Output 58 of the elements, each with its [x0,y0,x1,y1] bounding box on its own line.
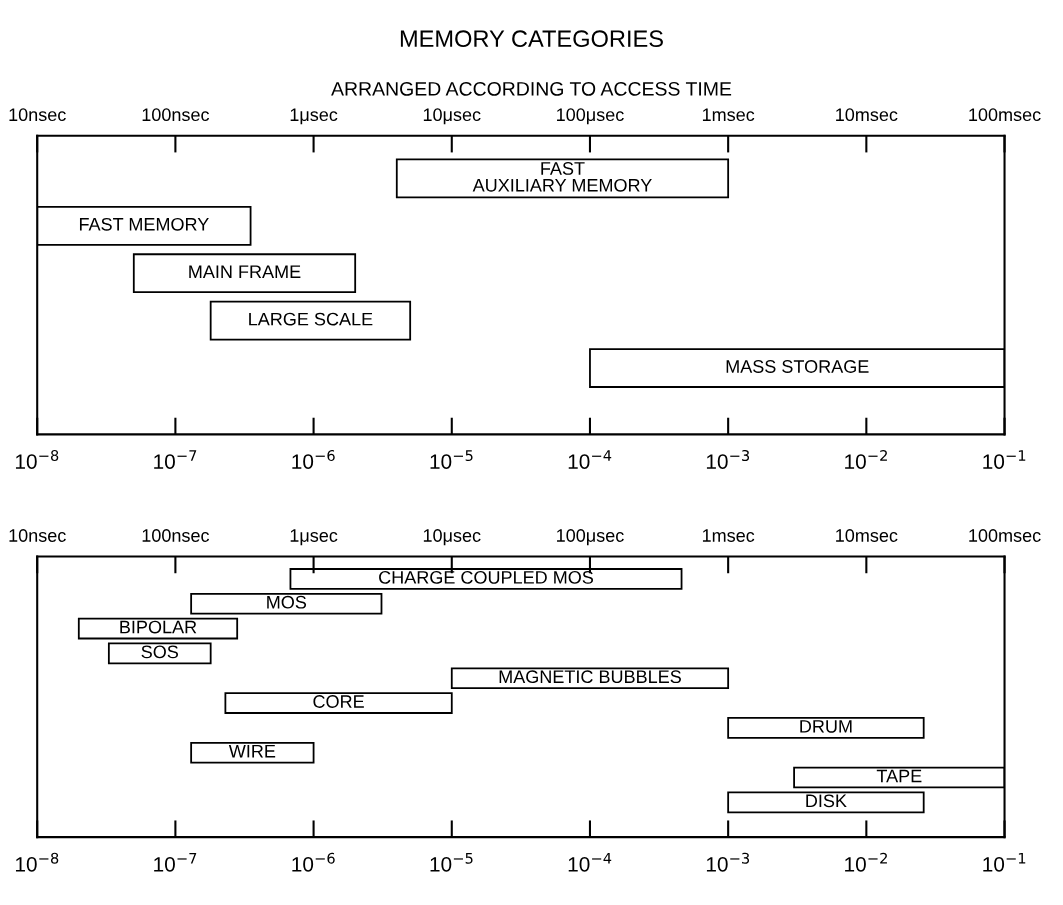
category-label: DRUM [800,720,852,733]
y-tick-label: FAST AUXILIARY MEMORY [472,162,652,192]
category-label: CHARGE COUPLED MOS [379,570,594,584]
x-tick-label: 10$^{−2}$ [845,852,887,872]
bar [395,158,730,199]
y-tick-label: MAIN FRAME [189,265,301,278]
text: 100nsec [142,529,210,542]
text: 1msec [702,108,755,122]
text: 10msec [836,529,898,542]
category-label: WIRE [228,744,276,758]
text: 100μsec [557,108,624,125]
x-tick-label: 10$^{−7}$ [154,450,197,469]
x-tick-label: 10$^{−4}$ [568,852,612,872]
text: 10μsec [423,108,481,125]
x-tick-label: 10$^{−1}$ [983,450,1026,469]
category-label: BIPOLAR [120,620,197,634]
bar [190,741,315,764]
x-tick-label: 10$^{−3}$ [706,449,750,469]
text: 10msec [836,108,898,122]
text: 10nsec [9,529,66,542]
x-tick-label: 10$^{−6}$ [292,449,335,469]
x-tick-label: 10$^{−5}$ [430,450,473,469]
category-label: MAGNETIC BUBBLES [499,670,681,684]
y-tick-label: LARGE SCALE [249,312,373,326]
chart-subtitle: ARRANGED ACCORDING TO ACCESS TIME [331,81,732,96]
y-tick-label: FAST MEMORY [79,217,209,231]
x-tick-label: 10$^{−8}$ [15,449,59,469]
text: 100msec [969,529,1041,542]
category-label: CORE [313,695,364,708]
x-tick-label: 10$^{−5}$ [430,852,473,872]
category-label: TAPE [876,769,922,783]
bar [727,791,925,814]
text: 100msec [969,108,1041,122]
x-tick-label: 10$^{−4}$ [568,450,612,469]
category-label: DISK [806,794,847,808]
text: 100nsec [142,108,210,122]
category-label: SOS [141,645,178,659]
x-tick-label: 10$^{−2}$ [845,449,887,469]
bar [727,717,925,739]
x-tick-label: 10$^{−3}$ [706,852,750,872]
text: 10nsec [9,108,66,122]
x-tick-label: 10$^{−6}$ [292,852,335,872]
bar [190,592,383,615]
bar [224,692,453,714]
bar [209,300,412,341]
x-tick-label: 10$^{−1}$ [983,852,1026,872]
bar [107,642,212,665]
category-label: MOS [267,595,307,609]
x-tick-label: 10$^{−7}$ [154,852,197,872]
x-tick-label: 10$^{−8}$ [15,852,59,872]
y-tick-label: MASS STORAGE [726,360,869,373]
text: 100μsec [557,529,624,546]
text: 10μsec [423,529,481,546]
text: 1msec [702,529,755,542]
text: 1μsec [290,108,338,125]
text: 1μsec [290,529,338,546]
bar [132,253,357,294]
chart-title: MEMORY CATEGORIES [400,30,663,48]
